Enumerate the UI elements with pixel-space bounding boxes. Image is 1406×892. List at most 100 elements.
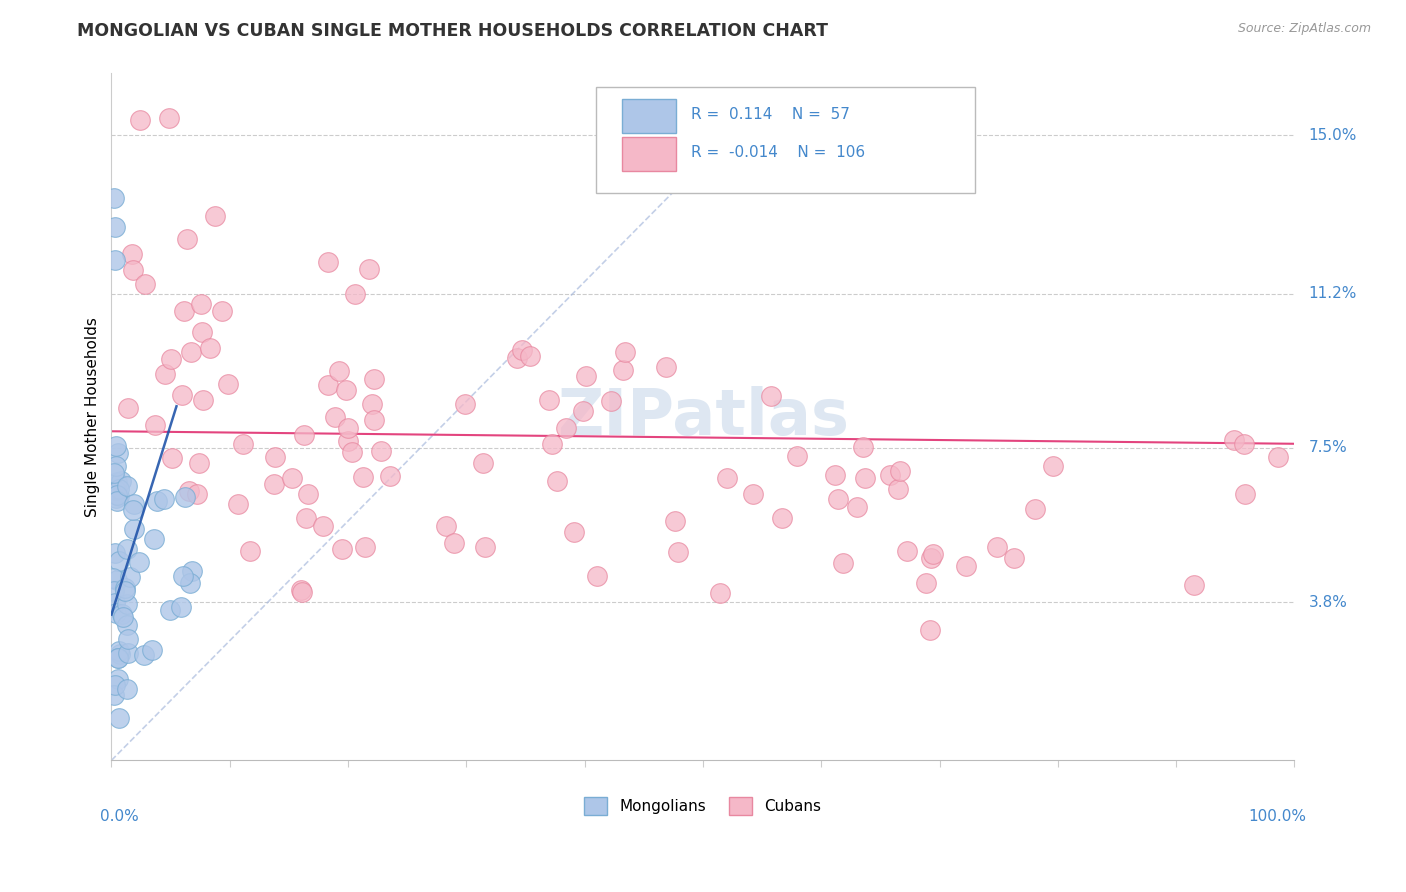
Point <box>1042 459 1064 474</box>
Point <box>1002 550 1025 565</box>
Point <box>176 232 198 246</box>
Text: Source: ZipAtlas.com: Source: ZipAtlas.com <box>1237 22 1371 36</box>
Point <box>352 469 374 483</box>
Point <box>1233 436 1256 450</box>
Point <box>111 607 134 621</box>
Point <box>105 494 128 508</box>
Point <box>118 570 141 584</box>
Point <box>340 445 363 459</box>
Point <box>170 388 193 402</box>
Point <box>323 409 346 424</box>
Point <box>612 363 634 377</box>
Point <box>141 642 163 657</box>
Point <box>104 678 127 692</box>
Point <box>537 392 560 407</box>
Point <box>510 343 533 357</box>
Point <box>104 597 127 611</box>
Point <box>845 500 868 514</box>
Point <box>541 436 564 450</box>
Point <box>337 434 360 448</box>
FancyBboxPatch shape <box>596 87 974 194</box>
Point <box>122 262 145 277</box>
Point <box>186 486 208 500</box>
Text: 100.0%: 100.0% <box>1249 808 1306 823</box>
Point <box>1223 433 1246 447</box>
Point <box>506 351 529 366</box>
Point <box>654 360 676 375</box>
Point <box>664 514 686 528</box>
Point <box>852 440 875 454</box>
Point <box>101 571 124 585</box>
Point <box>955 558 977 573</box>
Point <box>114 584 136 599</box>
Point <box>575 368 598 383</box>
Point <box>920 551 942 566</box>
Text: 7.5%: 7.5% <box>1309 441 1347 456</box>
Point <box>562 524 585 539</box>
FancyBboxPatch shape <box>623 136 676 171</box>
Point <box>211 303 233 318</box>
Point <box>204 209 226 223</box>
Point <box>879 467 901 482</box>
Point <box>108 648 131 662</box>
Point <box>1233 486 1256 500</box>
Point <box>239 544 262 558</box>
Point <box>742 486 765 500</box>
Point <box>107 482 129 496</box>
Point <box>111 610 134 624</box>
Point <box>827 492 849 507</box>
Point <box>115 617 138 632</box>
Point <box>107 446 129 460</box>
Point <box>1024 501 1046 516</box>
Point <box>312 518 335 533</box>
Point <box>104 220 127 235</box>
Point <box>586 569 609 583</box>
Point <box>103 688 125 702</box>
Point <box>434 519 457 533</box>
Point <box>292 428 315 442</box>
Point <box>105 475 128 490</box>
Text: 15.0%: 15.0% <box>1309 128 1357 143</box>
Point <box>107 489 129 503</box>
Point <box>170 599 193 614</box>
Point <box>786 449 808 463</box>
Point <box>174 490 197 504</box>
Point <box>104 459 127 474</box>
Point <box>474 540 496 554</box>
Point <box>157 111 180 125</box>
Point <box>105 483 128 497</box>
Point <box>115 681 138 696</box>
Point <box>146 493 169 508</box>
Point <box>160 352 183 367</box>
Point <box>114 581 136 595</box>
Point <box>193 392 215 407</box>
Point <box>853 471 876 485</box>
Point <box>920 623 942 637</box>
Text: ZIPatlas: ZIPatlas <box>557 385 849 448</box>
Point <box>281 471 304 485</box>
Point <box>105 491 128 506</box>
Text: 11.2%: 11.2% <box>1309 286 1357 301</box>
Point <box>291 585 314 599</box>
Point <box>290 583 312 598</box>
Point <box>107 554 129 568</box>
Point <box>103 584 125 599</box>
Point <box>914 575 936 590</box>
Point <box>104 439 127 453</box>
Point <box>613 345 636 359</box>
Point <box>330 541 353 556</box>
Point <box>546 475 568 489</box>
Point <box>370 444 392 458</box>
Text: 3.8%: 3.8% <box>1309 595 1347 609</box>
Point <box>107 711 129 725</box>
Point <box>295 511 318 525</box>
Point <box>471 456 494 470</box>
Point <box>180 344 202 359</box>
Point <box>443 535 465 549</box>
Point <box>122 503 145 517</box>
Point <box>191 325 214 339</box>
Point <box>122 522 145 536</box>
Point <box>770 511 793 525</box>
Point <box>228 497 250 511</box>
Point <box>115 479 138 493</box>
